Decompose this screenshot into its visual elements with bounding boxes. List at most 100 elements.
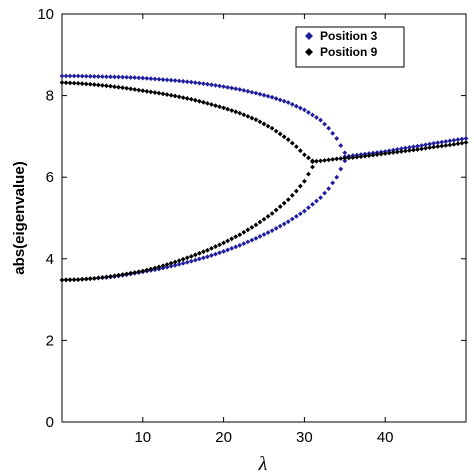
data-point	[164, 77, 170, 83]
data-point	[87, 73, 93, 79]
data-point	[261, 121, 267, 127]
data-point	[229, 85, 235, 91]
data-point	[273, 96, 279, 101]
data-point	[112, 273, 117, 279]
data-point	[75, 80, 81, 86]
data-point	[302, 178, 307, 184]
data-point	[176, 261, 182, 267]
data-point	[71, 80, 77, 86]
data-point	[124, 74, 130, 80]
y-tick-label: 0	[46, 414, 54, 431]
x-tick-label: 30	[296, 429, 313, 446]
data-point	[209, 102, 214, 107]
data-point	[205, 100, 210, 106]
data-point	[112, 84, 117, 90]
data-point	[148, 76, 154, 82]
data-point	[213, 251, 218, 257]
data-point	[196, 250, 202, 256]
data-point	[91, 275, 97, 281]
data-point	[330, 130, 336, 136]
data-point	[394, 149, 400, 155]
data-point	[257, 219, 263, 225]
data-point	[435, 144, 441, 149]
data-point	[116, 272, 121, 278]
data-point	[330, 156, 336, 162]
data-point	[265, 93, 271, 99]
data-point	[451, 141, 457, 147]
data-point	[180, 95, 186, 101]
data-point	[394, 146, 400, 152]
data-point	[168, 77, 174, 83]
data-point	[128, 86, 134, 92]
series-2-branch-2	[59, 164, 315, 283]
data-point	[342, 150, 348, 156]
data-point	[229, 236, 235, 242]
data-point	[386, 150, 392, 156]
data-point	[233, 244, 239, 250]
data-point	[269, 211, 275, 216]
data-point	[221, 105, 226, 111]
data-point	[382, 151, 388, 156]
data-point	[124, 85, 130, 91]
data-point	[59, 80, 65, 85]
data-point	[322, 157, 327, 163]
data-point	[297, 183, 303, 189]
data-point	[362, 153, 368, 159]
data-point	[168, 92, 174, 98]
data-point	[289, 140, 295, 146]
data-point	[281, 134, 287, 140]
data-point	[415, 143, 420, 149]
data-point	[164, 92, 170, 97]
data-point	[188, 96, 194, 102]
data-point	[443, 143, 449, 148]
data-point	[241, 229, 247, 235]
data-point	[302, 208, 307, 214]
data-point	[136, 87, 142, 93]
data-point	[91, 74, 97, 79]
data-point	[273, 226, 279, 231]
y-tick-label: 4	[46, 251, 54, 268]
data-point	[217, 83, 222, 89]
data-point	[265, 123, 271, 129]
data-point	[273, 207, 279, 213]
data-point	[338, 143, 344, 148]
data-point	[71, 277, 77, 283]
data-point	[201, 81, 206, 87]
data-point	[285, 219, 291, 225]
data-point	[132, 75, 138, 81]
data-point	[310, 201, 315, 207]
data-point	[293, 188, 299, 194]
data-point	[152, 265, 158, 271]
data-point	[217, 242, 222, 248]
data-point	[342, 155, 348, 161]
data-point	[104, 83, 109, 89]
data-point	[253, 90, 259, 96]
data-point	[297, 148, 303, 154]
x-tick-label: 40	[377, 429, 394, 446]
data-point	[322, 121, 327, 127]
data-point	[237, 87, 243, 92]
data-point	[265, 230, 271, 235]
data-point	[172, 93, 178, 99]
data-point	[423, 145, 428, 151]
data-point	[431, 140, 437, 146]
data-point	[273, 128, 279, 134]
data-point	[225, 106, 231, 112]
data-point	[132, 87, 138, 92]
data-point	[201, 249, 206, 255]
data-point	[463, 140, 469, 145]
data-point	[297, 105, 303, 111]
data-point	[374, 152, 380, 157]
data-point	[310, 112, 315, 118]
data-point	[463, 136, 469, 141]
data-point	[116, 74, 121, 80]
data-point	[407, 145, 412, 150]
data-point	[281, 221, 287, 227]
data-point	[358, 154, 364, 159]
data-point	[366, 153, 372, 158]
data-point	[277, 223, 283, 229]
data-point	[447, 142, 453, 148]
data-point	[314, 158, 319, 164]
data-point	[334, 136, 340, 141]
data-point	[459, 136, 465, 142]
